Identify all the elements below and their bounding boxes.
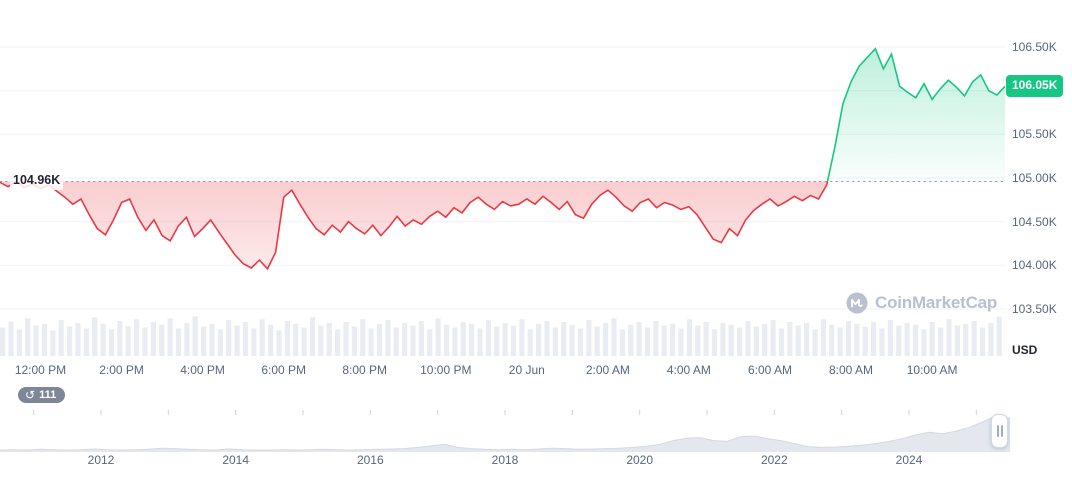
x-axis-label: 20 Jun <box>508 363 545 377</box>
x-axis-label: 2:00 PM <box>99 363 144 377</box>
timeline-year-labels: 2012 2014 2016 2018 2020 2022 2024 <box>0 453 1072 471</box>
history-count: 111 <box>39 389 57 401</box>
watermark-text: CoinMarketCap <box>875 293 998 312</box>
timeline-line <box>0 415 1011 451</box>
x-axis-label: 6:00 PM <box>261 363 307 377</box>
y-axis: 106.50K106.00K105.50K105.00K104.50K104.0… <box>1012 0 1072 356</box>
y-axis-label: 103.50K <box>1012 302 1057 316</box>
y-axis-label: 105.00K <box>1012 171 1057 185</box>
timeline-year-label: 2016 <box>356 453 384 467</box>
timeline-year-label: 2014 <box>222 453 250 467</box>
x-axis-label: 4:00 AM <box>666 363 711 377</box>
history-icon: ↺ <box>25 388 36 402</box>
x-axis-label: 10:00 PM <box>420 363 472 377</box>
volume-bars <box>0 316 1002 356</box>
y-axis-label: 106.50K <box>1012 40 1057 54</box>
x-axis: 12:00 PM 2:00 PM 4:00 PM 6:00 PM 8:00 PM 10:0… <box>0 363 1005 383</box>
timeline-drag-handle[interactable] <box>991 414 1008 448</box>
timeline-area <box>0 415 1010 452</box>
timeline-year-label: 2018 <box>491 453 519 467</box>
coinmarketcap-watermark: CoinMarketCap <box>845 291 997 315</box>
current-price-badge: 106.05K <box>1006 75 1064 97</box>
coinmarketcap-logo-icon <box>846 292 868 314</box>
price-area-down <box>0 181 1005 269</box>
price-line-down <box>0 181 829 271</box>
baseline-price-label: 104.96K <box>10 172 64 190</box>
y-axis-label: 104.50K <box>1012 214 1057 229</box>
x-axis-label: 10:00 AM <box>906 363 958 377</box>
x-axis-label: 12:00 PM <box>14 363 67 377</box>
timeline-year-label: 2020 <box>626 453 654 467</box>
y-axis-unit-label: USD <box>1012 343 1038 357</box>
x-axis-label: 2:00 AM <box>585 363 630 377</box>
x-axis-label: 8:00 AM <box>828 363 874 377</box>
timeline-ticks <box>33 410 977 415</box>
price-chart[interactable] <box>0 0 1005 356</box>
y-axis-label: 104.00K <box>1012 258 1057 273</box>
x-axis-label: 8:00 PM <box>342 363 388 377</box>
history-count-badge[interactable]: ↺ 111 <box>18 387 66 403</box>
timeline-year-label: 2022 <box>760 453 788 467</box>
x-axis-label: 6:00 AM <box>747 363 793 377</box>
x-axis-label: 4:00 PM <box>180 363 225 377</box>
timeline-scrubber[interactable] <box>0 410 1072 452</box>
timeline-year-label: 2024 <box>895 453 923 467</box>
price-line-up <box>14 47 1005 182</box>
timeline-year-label: 2012 <box>87 453 115 467</box>
y-axis-label: 105.50K <box>1012 127 1057 142</box>
price-area-up <box>0 48 1005 182</box>
